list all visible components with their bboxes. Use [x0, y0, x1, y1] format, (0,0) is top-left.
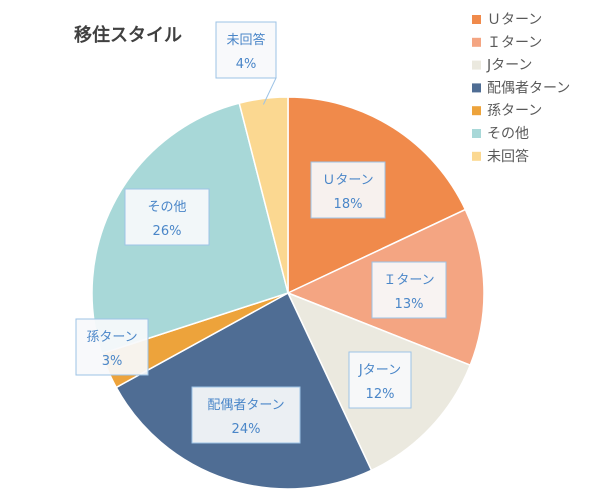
legend-item-3: Jターン — [472, 58, 532, 74]
legend-swatch-3 — [472, 60, 481, 70]
legend-swatch-5 — [472, 106, 481, 116]
legend-swatch-7 — [472, 151, 481, 161]
data-label-value-3: 12% — [366, 387, 395, 402]
data-label-category-4: 配偶者ターン — [207, 398, 284, 413]
legend-item-5: 孫ターン — [472, 103, 542, 119]
data-label-7: 未回答 4% — [215, 21, 277, 79]
chart-title: 移住スタイル — [74, 24, 182, 46]
data-label-category-2: Ｉターン — [383, 273, 434, 288]
data-label-box-7 — [215, 21, 277, 79]
data-label-box-2 — [371, 261, 447, 319]
legend-item-6: その他 — [472, 126, 529, 142]
data-label-3: Jターン 12% — [348, 351, 412, 409]
data-label-category-5: 孫ターン — [86, 330, 137, 345]
data-label-box-3 — [348, 351, 412, 409]
data-label-box-4 — [191, 386, 301, 444]
data-label-category-6: その他 — [147, 200, 186, 215]
legend-item-7: 未回答 — [472, 148, 529, 165]
legend-swatch-1 — [472, 15, 481, 24]
legend-swatch-6 — [472, 129, 481, 138]
data-label-category-7: 未回答 — [226, 32, 265, 48]
data-label-value-1: 18% — [334, 197, 363, 212]
data-label-box-5 — [75, 318, 149, 376]
data-label-value-5: 3% — [102, 354, 123, 369]
legend-item-4: 配偶者ターン — [472, 80, 570, 96]
data-label-value-2: 13% — [395, 297, 424, 312]
legend-label-7: 未回答 — [487, 148, 529, 165]
legend-label-3: Jターン — [486, 58, 532, 74]
legend-swatch-4 — [472, 83, 481, 93]
data-label-value-7: 4% — [236, 57, 257, 72]
legend-item-1: Ｕターン — [472, 12, 542, 28]
data-label-value-4: 24% — [232, 422, 261, 437]
legend-label-1: Ｕターン — [487, 12, 542, 28]
legend-label-4: 配偶者ターン — [487, 80, 570, 96]
legend-item-2: Ｉターン — [472, 35, 542, 51]
data-label-4: 配偶者ターン 24% — [191, 386, 301, 444]
data-label-category-1: Ｕターン — [322, 173, 373, 188]
data-label-5: 孫ターン 3% — [75, 318, 149, 376]
data-label-2: Ｉターン 13% — [371, 261, 447, 319]
data-label-box-1 — [310, 161, 386, 219]
data-label-box-6 — [124, 188, 210, 246]
legend-label-5: 孫ターン — [487, 103, 542, 119]
data-label-6: その他 26% — [124, 188, 210, 246]
data-labels: Ｕターン 18% Ｉターン 13% Jターン 12% 配偶者ターン 24% 孫ターン 3% その他 2… — [75, 21, 447, 444]
data-label-1: Ｕターン 18% — [310, 161, 386, 219]
legend-label-2: Ｉターン — [487, 35, 542, 51]
legend-swatch-2 — [472, 37, 481, 47]
data-label-value-6: 26% — [153, 224, 182, 239]
data-label-category-3: Jターン — [358, 363, 401, 378]
legend-label-6: その他 — [487, 126, 529, 142]
pie-slice-7 — [238, 96, 289, 294]
